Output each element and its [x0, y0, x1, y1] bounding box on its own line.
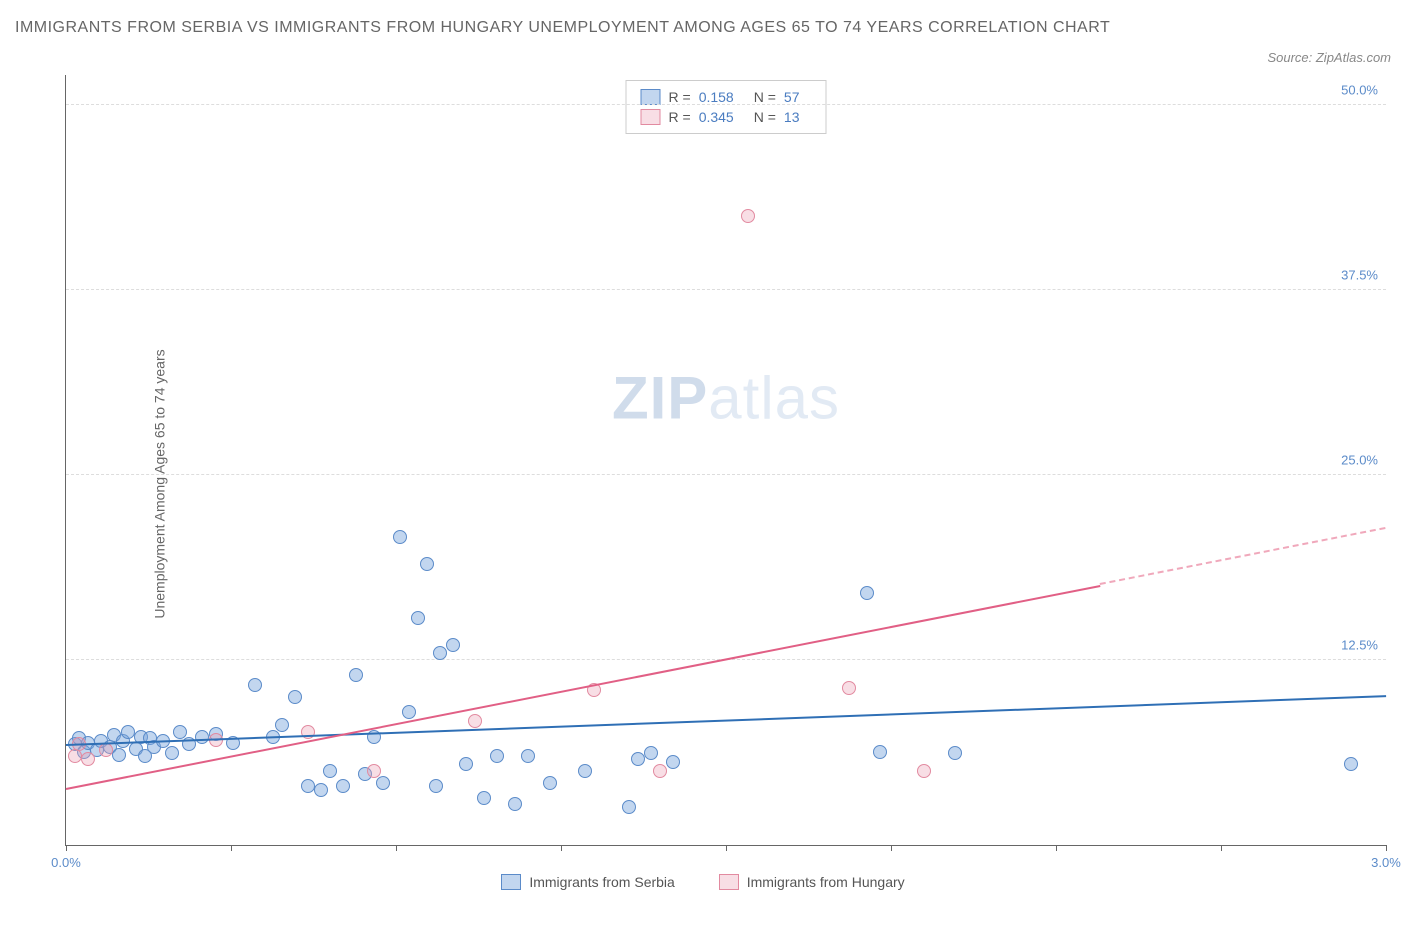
point-serbia: [1344, 757, 1358, 771]
point-serbia: [248, 678, 262, 692]
x-tick-mark: [1056, 845, 1057, 851]
point-serbia: [578, 764, 592, 778]
point-serbia: [873, 745, 887, 759]
point-hungary: [99, 743, 113, 757]
legend-item-hungary: Immigrants from Hungary: [719, 874, 905, 890]
watermark: ZIPatlas: [612, 364, 840, 433]
legend-label-hungary: Immigrants from Hungary: [747, 874, 905, 890]
trendline-hungary-projected: [1100, 527, 1387, 587]
point-serbia: [301, 779, 315, 793]
point-serbia: [644, 746, 658, 760]
x-tick-mark: [891, 845, 892, 851]
legend-row-hungary: R = 0.345 N = 13: [641, 107, 812, 127]
chart-container: Unemployment Among Ages 65 to 74 years Z…: [15, 75, 1391, 893]
point-hungary: [81, 752, 95, 766]
n-value-hungary: 13: [784, 109, 800, 125]
point-hungary: [741, 209, 755, 223]
point-serbia: [543, 776, 557, 790]
x-tick-mark: [726, 845, 727, 851]
point-hungary: [917, 764, 931, 778]
y-tick-label: 50.0%: [1341, 82, 1378, 97]
point-serbia: [477, 791, 491, 805]
point-serbia: [433, 646, 447, 660]
point-hungary: [367, 764, 381, 778]
y-tick-label: 12.5%: [1341, 637, 1378, 652]
point-serbia: [349, 668, 363, 682]
point-serbia: [446, 638, 460, 652]
r-label: R =: [669, 109, 691, 125]
point-serbia: [429, 779, 443, 793]
point-serbia: [490, 749, 504, 763]
point-serbia: [288, 690, 302, 704]
point-serbia: [459, 757, 473, 771]
y-tick-label: 25.0%: [1341, 452, 1378, 467]
trendline-hungary: [66, 585, 1100, 790]
x-tick-mark: [231, 845, 232, 851]
point-serbia: [411, 611, 425, 625]
point-serbia: [323, 764, 337, 778]
point-serbia: [195, 730, 209, 744]
trendline-serbia: [66, 695, 1386, 746]
r-label: R =: [669, 89, 691, 105]
correlation-legend: R = 0.158 N = 57 R = 0.345 N = 13: [626, 80, 827, 134]
x-tick-mark: [396, 845, 397, 851]
source-credit: Source: ZipAtlas.com: [1267, 50, 1391, 65]
r-value-serbia: 0.158: [699, 89, 734, 105]
point-serbia: [376, 776, 390, 790]
point-serbia: [165, 746, 179, 760]
point-serbia: [420, 557, 434, 571]
point-serbia: [275, 718, 289, 732]
legend-swatch-serbia-bottom: [501, 874, 521, 890]
point-hungary: [653, 764, 667, 778]
x-tick-mark: [66, 845, 67, 851]
x-tick-label: 0.0%: [51, 855, 81, 870]
n-label: N =: [754, 109, 776, 125]
scatter-plot: ZIPatlas R = 0.158 N = 57 R = 0.345 N = …: [65, 75, 1386, 846]
gridline: [66, 289, 1386, 290]
legend-swatch-hungary: [641, 109, 661, 125]
legend-item-serbia: Immigrants from Serbia: [501, 874, 674, 890]
series-legend: Immigrants from Serbia Immigrants from H…: [15, 874, 1391, 893]
legend-label-serbia: Immigrants from Serbia: [529, 874, 674, 890]
point-serbia: [631, 752, 645, 766]
x-tick-mark: [1221, 845, 1222, 851]
r-value-hungary: 0.345: [699, 109, 734, 125]
point-serbia: [521, 749, 535, 763]
gridline: [66, 104, 1386, 105]
x-tick-mark: [561, 845, 562, 851]
gridline: [66, 474, 1386, 475]
point-hungary: [301, 725, 315, 739]
point-hungary: [842, 681, 856, 695]
point-serbia: [393, 530, 407, 544]
point-serbia: [508, 797, 522, 811]
n-value-serbia: 57: [784, 89, 800, 105]
point-serbia: [336, 779, 350, 793]
point-serbia: [121, 725, 135, 739]
point-hungary: [468, 714, 482, 728]
point-serbia: [860, 586, 874, 600]
x-tick-label: 3.0%: [1371, 855, 1401, 870]
point-serbia: [666, 755, 680, 769]
point-serbia: [112, 748, 126, 762]
legend-swatch-serbia: [641, 89, 661, 105]
point-serbia: [622, 800, 636, 814]
x-tick-mark: [1386, 845, 1387, 851]
point-serbia: [314, 783, 328, 797]
legend-swatch-hungary-bottom: [719, 874, 739, 890]
point-serbia: [948, 746, 962, 760]
point-serbia: [402, 705, 416, 719]
chart-title: IMMIGRANTS FROM SERBIA VS IMMIGRANTS FRO…: [15, 15, 1110, 41]
y-tick-label: 37.5%: [1341, 267, 1378, 282]
n-label: N =: [754, 89, 776, 105]
